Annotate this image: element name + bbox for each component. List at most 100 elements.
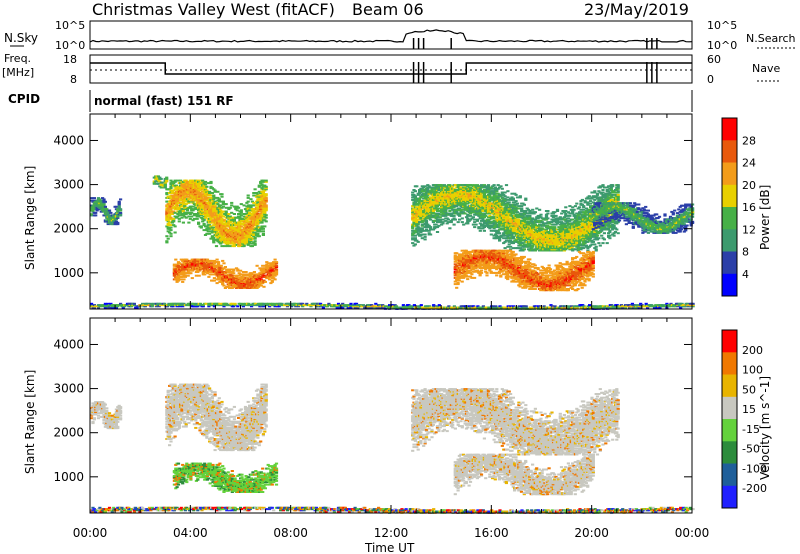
echo-cell bbox=[427, 185, 431, 188]
echo-cell bbox=[181, 214, 185, 217]
echo-cell bbox=[492, 184, 496, 187]
echo-cell bbox=[449, 203, 453, 206]
echo-cell bbox=[246, 215, 250, 218]
echo-cell bbox=[191, 208, 195, 211]
echo-cell bbox=[191, 200, 195, 203]
echo-cell bbox=[220, 232, 224, 235]
echo-cell bbox=[495, 234, 499, 237]
echo-cell bbox=[232, 217, 236, 220]
echo-cell bbox=[208, 200, 212, 203]
echo-cell bbox=[203, 195, 208, 198]
echo-cell bbox=[94, 204, 98, 207]
echo-cell bbox=[459, 187, 463, 190]
echo-cell bbox=[91, 210, 95, 213]
echo-cell bbox=[429, 228, 433, 231]
echo-cell bbox=[418, 227, 422, 230]
echo-cell bbox=[112, 220, 116, 223]
echo-cell bbox=[259, 213, 263, 215]
echo-cell bbox=[243, 287, 247, 289]
echo-cell bbox=[239, 234, 243, 236]
echo-cell bbox=[219, 220, 223, 223]
echo-cell bbox=[554, 214, 558, 217]
echo-cell bbox=[482, 193, 486, 196]
echo-cell bbox=[205, 210, 209, 213]
echo-cell bbox=[481, 207, 485, 210]
echo-cell bbox=[212, 194, 216, 197]
echo-cell bbox=[180, 189, 184, 192]
echo-cell bbox=[156, 182, 160, 185]
echo-cell bbox=[544, 229, 549, 232]
echo-cell bbox=[520, 208, 524, 211]
echo-cell bbox=[174, 205, 179, 208]
echo-cell bbox=[536, 217, 540, 220]
echo-cell bbox=[452, 206, 456, 209]
echo-cell bbox=[521, 221, 525, 224]
echo-cell bbox=[511, 210, 515, 212]
echo-cell bbox=[203, 180, 208, 183]
echo-cell bbox=[466, 221, 470, 224]
echo-cell bbox=[176, 264, 181, 267]
echo-cell bbox=[495, 189, 499, 191]
echo-cell bbox=[203, 234, 208, 236]
echo-cell bbox=[550, 249, 554, 252]
echo-cell bbox=[550, 240, 554, 243]
echo-cell bbox=[510, 214, 514, 217]
echo-cell bbox=[204, 269, 208, 272]
echo-cell bbox=[240, 280, 244, 283]
echo-cell bbox=[238, 224, 242, 227]
echo-cell bbox=[451, 218, 455, 221]
echo-cell bbox=[232, 245, 236, 248]
echo-cell bbox=[426, 193, 430, 196]
echo-cell bbox=[264, 205, 268, 208]
power-echo-region bbox=[152, 175, 169, 189]
echo-cell bbox=[469, 212, 473, 215]
echo-cell bbox=[169, 232, 173, 235]
echo-cell bbox=[252, 234, 256, 236]
echo-cell bbox=[199, 209, 203, 212]
echo-cell bbox=[202, 182, 206, 185]
echo-cell bbox=[252, 235, 256, 238]
echo-cell bbox=[413, 237, 417, 240]
echo-cell bbox=[231, 222, 235, 225]
echo-cell bbox=[538, 208, 542, 211]
echo-cell bbox=[480, 219, 484, 222]
echo-cell bbox=[239, 287, 243, 289]
echo-cell bbox=[412, 193, 416, 196]
echo-cell bbox=[493, 226, 497, 229]
echo-cell bbox=[507, 233, 511, 236]
echo-cell bbox=[168, 215, 172, 218]
echo-cell bbox=[197, 209, 201, 212]
freq-trace bbox=[90, 62, 692, 75]
echo-cell bbox=[248, 204, 252, 207]
echo-cell bbox=[511, 198, 515, 201]
echo-cell bbox=[188, 184, 192, 187]
echo-cell bbox=[263, 280, 267, 283]
echo-cell bbox=[259, 180, 263, 183]
echo-cell bbox=[525, 226, 529, 229]
echo-cell bbox=[195, 203, 199, 206]
echo-cell bbox=[413, 210, 417, 212]
echo-cell bbox=[184, 194, 188, 197]
echo-cell bbox=[491, 198, 495, 201]
echo-cell bbox=[456, 201, 460, 204]
echo-cell bbox=[538, 245, 542, 248]
echo-cell bbox=[105, 219, 109, 222]
echo-cell bbox=[195, 213, 199, 215]
echo-cell bbox=[533, 223, 537, 226]
echo-cell bbox=[475, 218, 480, 221]
echo-cell bbox=[98, 200, 102, 203]
echo-cell bbox=[103, 213, 107, 216]
echo-cell bbox=[188, 268, 192, 271]
echo-cell bbox=[216, 196, 220, 199]
echo-cell bbox=[253, 188, 257, 191]
echo-cell bbox=[195, 183, 199, 186]
echo-cell bbox=[250, 279, 254, 282]
echo-cell bbox=[504, 206, 509, 209]
echo-cell bbox=[246, 242, 250, 245]
echo-cell bbox=[232, 230, 236, 233]
echo-cell bbox=[521, 214, 525, 217]
echo-cell bbox=[441, 190, 445, 193]
echo-cell bbox=[440, 205, 444, 208]
echo-cell bbox=[91, 205, 95, 208]
echo-cell bbox=[528, 232, 532, 235]
